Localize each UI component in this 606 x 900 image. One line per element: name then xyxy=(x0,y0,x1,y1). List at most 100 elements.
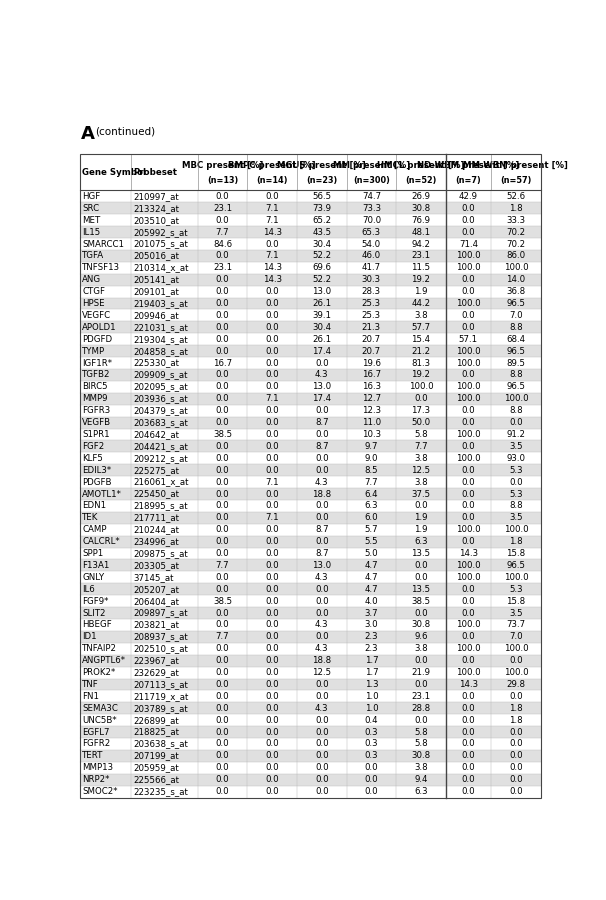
Text: 3.8: 3.8 xyxy=(414,478,428,487)
Text: 30.4: 30.4 xyxy=(312,323,331,332)
Text: 0.0: 0.0 xyxy=(462,704,475,713)
Text: FN1: FN1 xyxy=(82,692,99,701)
Text: 5.8: 5.8 xyxy=(414,727,428,736)
Text: 70.2: 70.2 xyxy=(507,228,525,237)
Text: 100.0: 100.0 xyxy=(504,394,528,403)
Text: 203305_at: 203305_at xyxy=(133,561,179,570)
Text: MMP13: MMP13 xyxy=(82,763,113,772)
Text: ANGPTL6*: ANGPTL6* xyxy=(82,656,126,665)
Text: 94.2: 94.2 xyxy=(411,239,430,248)
Text: 12.3: 12.3 xyxy=(362,406,381,415)
Text: 0.0: 0.0 xyxy=(462,406,475,415)
Bar xyxy=(81,774,541,786)
Text: 7.7: 7.7 xyxy=(216,561,230,570)
Text: 0.0: 0.0 xyxy=(265,430,279,439)
Text: 0.0: 0.0 xyxy=(216,406,230,415)
Text: 5.0: 5.0 xyxy=(365,549,378,558)
Text: (n=300): (n=300) xyxy=(353,176,390,185)
Bar xyxy=(81,346,541,357)
Text: 7.0: 7.0 xyxy=(509,311,523,320)
Text: 100.0: 100.0 xyxy=(504,264,528,273)
Text: 0.0: 0.0 xyxy=(265,775,279,784)
Text: 0.0: 0.0 xyxy=(414,716,428,724)
Text: 0.0: 0.0 xyxy=(216,287,230,296)
Bar xyxy=(81,583,541,595)
Text: 210997_at: 210997_at xyxy=(133,192,179,201)
Text: 48.1: 48.1 xyxy=(411,228,430,237)
Text: 0.0: 0.0 xyxy=(509,418,523,427)
Text: 211719_x_at: 211719_x_at xyxy=(133,692,188,701)
Bar xyxy=(81,202,541,214)
Text: HMCL present [%]: HMCL present [%] xyxy=(378,161,465,170)
Text: 0.0: 0.0 xyxy=(414,501,428,510)
Text: 9.6: 9.6 xyxy=(415,633,428,642)
Text: 30.8: 30.8 xyxy=(411,752,430,760)
Text: 37.5: 37.5 xyxy=(411,490,430,499)
Text: 0.0: 0.0 xyxy=(462,716,475,724)
Text: 3.8: 3.8 xyxy=(414,311,428,320)
Text: 209875_s_at: 209875_s_at xyxy=(133,549,188,558)
Text: 0.0: 0.0 xyxy=(462,465,475,474)
Text: 7.7: 7.7 xyxy=(216,633,230,642)
Text: 23.1: 23.1 xyxy=(411,692,430,701)
Text: 0.0: 0.0 xyxy=(265,788,279,796)
Text: (n=7): (n=7) xyxy=(456,176,481,185)
Text: 23.1: 23.1 xyxy=(213,264,232,273)
Text: 8.7: 8.7 xyxy=(315,526,328,535)
Text: 0.0: 0.0 xyxy=(216,692,230,701)
Bar xyxy=(81,488,541,500)
Text: F13A1: F13A1 xyxy=(82,561,110,570)
Text: 19.2: 19.2 xyxy=(411,275,430,284)
Text: 221031_s_at: 221031_s_at xyxy=(133,323,188,332)
Text: 74.7: 74.7 xyxy=(362,192,381,201)
Text: 0.0: 0.0 xyxy=(462,216,475,225)
Text: 0.0: 0.0 xyxy=(216,608,230,617)
Text: EDIL3*: EDIL3* xyxy=(82,465,112,474)
Text: 0.0: 0.0 xyxy=(216,585,230,594)
Text: 0.0: 0.0 xyxy=(265,633,279,642)
Text: 6.3: 6.3 xyxy=(365,501,378,510)
Text: 0.0: 0.0 xyxy=(265,526,279,535)
Text: 0.0: 0.0 xyxy=(315,501,328,510)
Text: 0.0: 0.0 xyxy=(462,537,475,546)
Text: 0.0: 0.0 xyxy=(265,752,279,760)
Text: 26.1: 26.1 xyxy=(312,335,331,344)
Text: 226899_at: 226899_at xyxy=(133,716,179,724)
Text: 203683_s_at: 203683_s_at xyxy=(133,418,188,427)
Text: 203510_at: 203510_at xyxy=(133,216,179,225)
Text: 14.3: 14.3 xyxy=(459,549,478,558)
Text: 0.0: 0.0 xyxy=(265,382,279,392)
Text: 0.0: 0.0 xyxy=(216,656,230,665)
Text: TGFA: TGFA xyxy=(82,251,104,260)
Text: 0.0: 0.0 xyxy=(265,239,279,248)
Text: IL6: IL6 xyxy=(82,585,95,594)
Text: ID1: ID1 xyxy=(82,633,97,642)
Text: 0.0: 0.0 xyxy=(265,442,279,451)
Text: 52.2: 52.2 xyxy=(312,251,331,260)
Text: 0.0: 0.0 xyxy=(462,275,475,284)
Bar xyxy=(81,417,541,428)
Text: 0.0: 0.0 xyxy=(462,203,475,212)
Text: 0.0: 0.0 xyxy=(216,752,230,760)
Text: HGF: HGF xyxy=(82,192,101,201)
Text: 0.0: 0.0 xyxy=(265,358,279,367)
Text: 4.7: 4.7 xyxy=(365,585,378,594)
Bar xyxy=(81,250,541,262)
Text: 218995_s_at: 218995_s_at xyxy=(133,501,188,510)
Text: 0.0: 0.0 xyxy=(216,251,230,260)
Text: 100.0: 100.0 xyxy=(456,430,481,439)
Text: 0.0: 0.0 xyxy=(216,346,230,356)
Text: 225330_at: 225330_at xyxy=(133,358,179,367)
Bar xyxy=(81,654,541,667)
Bar xyxy=(81,274,541,285)
Text: FGF2: FGF2 xyxy=(82,442,105,451)
Text: MBC present [%]: MBC present [%] xyxy=(182,161,263,170)
Text: 0.0: 0.0 xyxy=(265,287,279,296)
Text: 81.3: 81.3 xyxy=(411,358,430,367)
Text: 217711_at: 217711_at xyxy=(133,513,179,522)
Bar xyxy=(81,155,541,191)
Text: 96.5: 96.5 xyxy=(507,382,525,392)
Text: SMARCC1: SMARCC1 xyxy=(82,239,124,248)
Text: 210314_x_at: 210314_x_at xyxy=(133,264,188,273)
Text: 4.0: 4.0 xyxy=(365,597,378,606)
